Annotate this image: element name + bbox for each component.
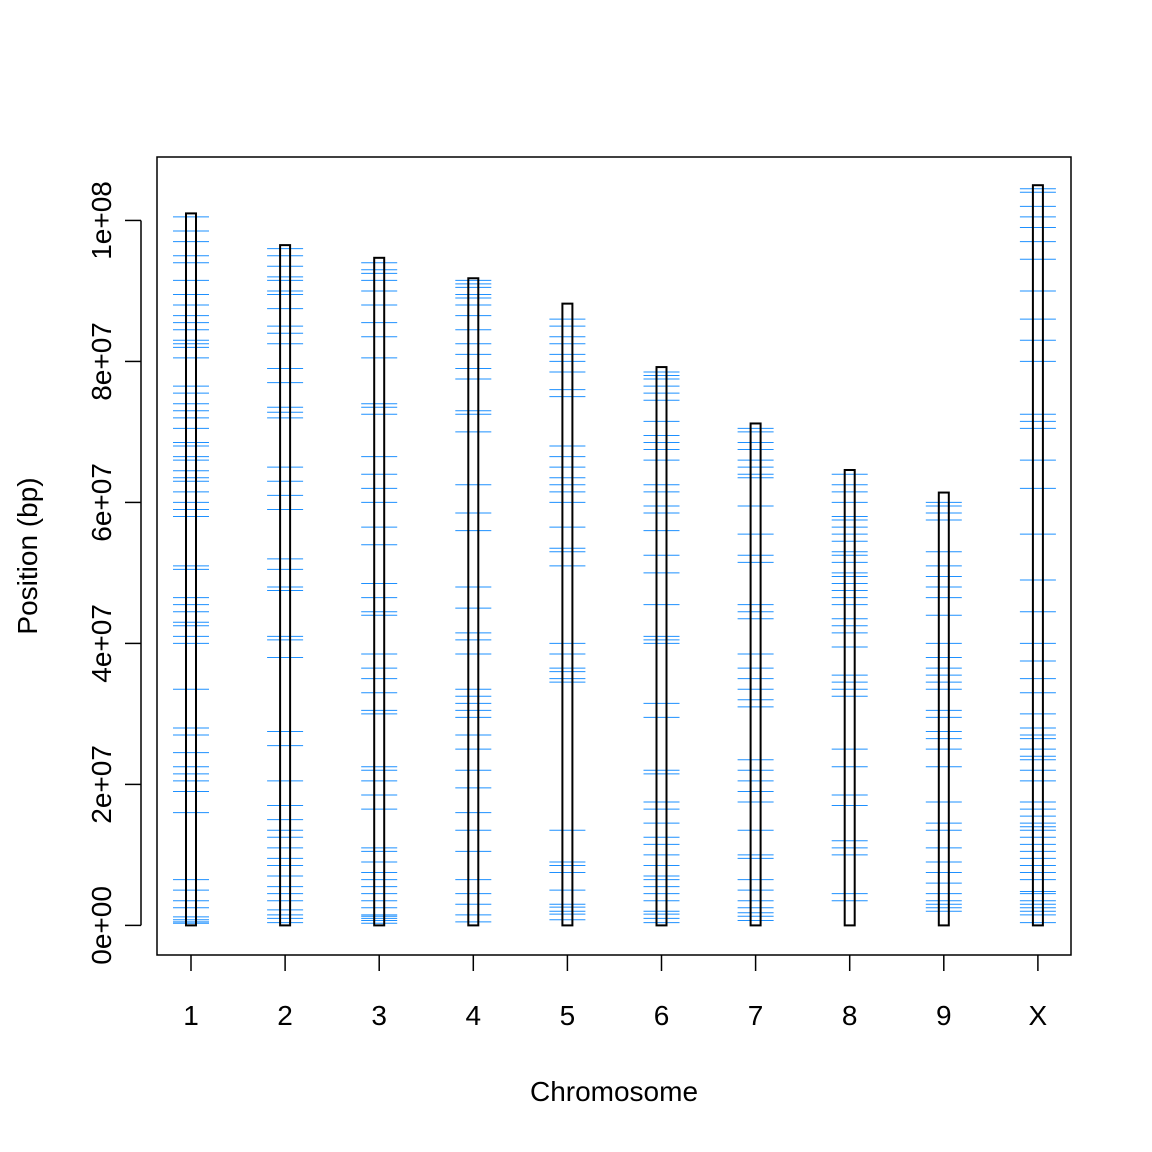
x-tick-label: 1 — [183, 1000, 199, 1031]
x-tick-label: 9 — [936, 1000, 952, 1031]
chromosome-bar — [749, 422, 762, 927]
chromosome-layer — [185, 184, 1044, 927]
x-tick-label: 5 — [560, 1000, 576, 1031]
x-tick-label: 2 — [277, 1000, 293, 1031]
chromosome-bar — [467, 277, 480, 927]
y-tick-label: 6e+07 — [86, 463, 117, 542]
x-tick-label: 6 — [654, 1000, 670, 1031]
chromosome-bar — [843, 468, 856, 927]
chromosome-bar — [937, 491, 950, 927]
y-axis: 0e+00 2e+07 4e+07 6e+07 8e+07 1e+08 — [86, 181, 142, 965]
x-tick-label: 4 — [466, 1000, 482, 1031]
x-axis: 1 2 3 4 5 6 7 8 9 X — [183, 955, 1048, 1031]
marker-layer — [173, 188, 1056, 924]
chromosome-bar — [279, 244, 292, 927]
chromosome-bar — [185, 212, 197, 927]
chromosome-bar — [561, 302, 574, 927]
y-tick-label: 2e+07 — [86, 745, 117, 824]
x-tick-label: 8 — [842, 1000, 858, 1031]
x-tick-label: X — [1029, 1000, 1048, 1031]
plot-frame — [156, 156, 1072, 956]
chromosome-bar — [1031, 184, 1044, 927]
x-tick-label: 3 — [371, 1000, 387, 1031]
chromosome-bar — [373, 256, 386, 927]
x-tick-label: 7 — [748, 1000, 764, 1031]
y-axis-label: Position (bp) — [12, 477, 43, 634]
y-tick-label: 4e+07 — [86, 604, 117, 683]
chromosome-bar — [655, 366, 668, 927]
y-tick-label: 1e+08 — [86, 181, 117, 260]
y-tick-label: 0e+00 — [86, 886, 117, 965]
y-tick-label: 8e+07 — [86, 322, 117, 401]
x-axis-label: Chromosome — [530, 1076, 698, 1107]
